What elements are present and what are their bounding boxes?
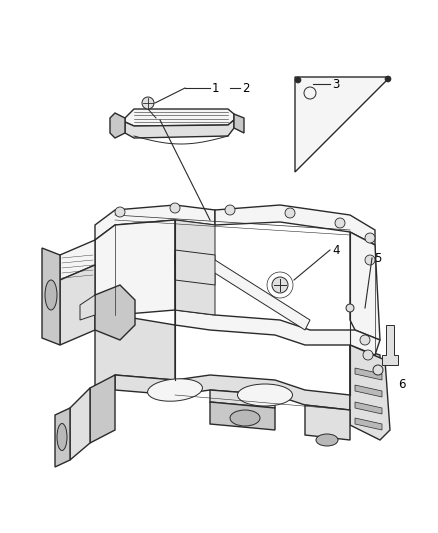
- Polygon shape: [350, 232, 380, 340]
- Polygon shape: [95, 285, 135, 340]
- Polygon shape: [90, 375, 115, 443]
- Polygon shape: [175, 375, 380, 420]
- Polygon shape: [175, 220, 215, 315]
- Ellipse shape: [230, 410, 260, 426]
- Ellipse shape: [148, 379, 202, 401]
- Text: 5: 5: [374, 252, 381, 265]
- Polygon shape: [355, 402, 382, 414]
- Polygon shape: [215, 205, 375, 245]
- Polygon shape: [382, 325, 398, 365]
- Polygon shape: [350, 345, 380, 420]
- Polygon shape: [60, 240, 95, 280]
- Polygon shape: [175, 250, 215, 285]
- Polygon shape: [295, 77, 390, 172]
- Circle shape: [365, 233, 375, 243]
- Polygon shape: [60, 265, 95, 345]
- Ellipse shape: [316, 434, 338, 446]
- Circle shape: [115, 207, 125, 217]
- Polygon shape: [95, 315, 175, 390]
- Polygon shape: [350, 345, 390, 440]
- Polygon shape: [210, 402, 275, 430]
- Circle shape: [365, 255, 375, 265]
- Circle shape: [295, 77, 301, 83]
- Text: 1: 1: [212, 82, 219, 95]
- Text: 6: 6: [398, 378, 406, 391]
- Circle shape: [335, 218, 345, 228]
- Ellipse shape: [237, 384, 293, 406]
- Polygon shape: [355, 385, 382, 397]
- Circle shape: [272, 277, 288, 293]
- Polygon shape: [115, 375, 175, 395]
- Circle shape: [360, 335, 370, 345]
- Circle shape: [225, 205, 235, 215]
- Polygon shape: [355, 418, 382, 430]
- Polygon shape: [125, 120, 234, 138]
- Polygon shape: [210, 390, 275, 408]
- Ellipse shape: [45, 280, 57, 310]
- Polygon shape: [95, 220, 175, 330]
- Polygon shape: [175, 255, 310, 330]
- Polygon shape: [175, 310, 380, 355]
- Circle shape: [385, 76, 391, 82]
- Polygon shape: [355, 368, 382, 380]
- Polygon shape: [42, 248, 60, 345]
- Polygon shape: [70, 388, 90, 460]
- Circle shape: [285, 208, 295, 218]
- Polygon shape: [234, 114, 244, 133]
- Circle shape: [170, 203, 180, 213]
- Ellipse shape: [57, 424, 67, 450]
- Text: 3: 3: [332, 78, 339, 91]
- Polygon shape: [55, 408, 70, 467]
- Polygon shape: [110, 113, 125, 138]
- Polygon shape: [80, 295, 95, 320]
- Polygon shape: [305, 405, 350, 440]
- Text: 2: 2: [242, 82, 250, 95]
- Circle shape: [346, 304, 354, 312]
- Text: 4: 4: [332, 244, 339, 257]
- Circle shape: [373, 365, 383, 375]
- Polygon shape: [125, 109, 234, 126]
- Circle shape: [142, 97, 154, 109]
- Circle shape: [363, 350, 373, 360]
- Polygon shape: [95, 205, 215, 240]
